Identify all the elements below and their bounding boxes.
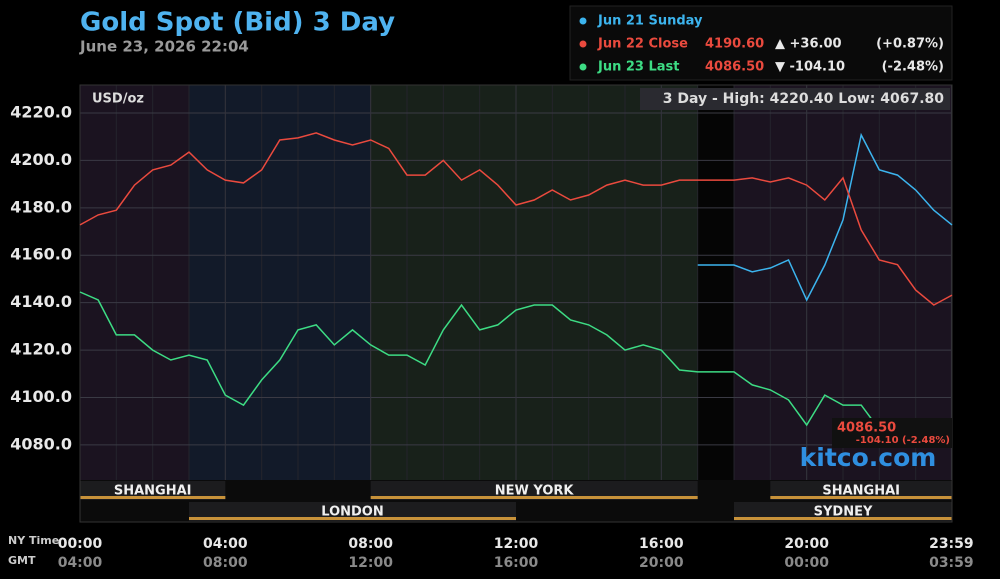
- series-line: [79, 291, 880, 430]
- legend-last: 4086.50: [705, 60, 764, 75]
- chart-title: Gold Spot (Bid) 3 Day: [80, 8, 395, 38]
- y-tick-label: 4120.0: [10, 340, 72, 359]
- session-line: [734, 517, 952, 520]
- session-label: NEW YORK: [495, 484, 575, 499]
- session-bar: [770, 481, 952, 500]
- x-tick-label-gmt: 12:00: [348, 555, 393, 571]
- x-tick-label: 04:00: [203, 536, 248, 552]
- legend-pct: (-2.48%): [882, 60, 944, 75]
- x-tick-label-gmt: 03:59: [929, 555, 974, 571]
- session-label: SHANGHAI: [114, 484, 192, 499]
- legend-marker: [579, 40, 587, 48]
- x-tick-label: 08:00: [348, 536, 393, 552]
- legend-marker: [579, 63, 587, 71]
- session-shade: [697, 85, 734, 480]
- brand: kitco.com: [800, 443, 937, 472]
- y-tick-label: 4140.0: [10, 292, 72, 311]
- session-label: LONDON: [321, 505, 383, 520]
- legend-label: Jun 21 Sunday: [597, 14, 703, 29]
- y-tick-label: 4160.0: [10, 245, 72, 264]
- last-change-label: -104.10 (-2.48%): [856, 435, 950, 446]
- session-shade: [80, 85, 189, 480]
- legend-last: 4190.60: [705, 37, 764, 52]
- session-line: [370, 496, 698, 499]
- x-tick-label-gmt: 20:00: [639, 555, 684, 571]
- session-shade: [189, 85, 371, 480]
- legend-label: Jun 22 Close: [597, 37, 688, 52]
- x-tick-label: 12:00: [494, 536, 539, 552]
- session-label: SYDNEY: [814, 505, 873, 520]
- session-line: [80, 496, 226, 499]
- session-bar: [734, 502, 952, 521]
- unit-label: USD/oz: [92, 92, 144, 107]
- session-bar: [370, 481, 698, 500]
- session-shade: [370, 85, 698, 480]
- x-tick-label: 20:00: [784, 536, 829, 552]
- session-line: [189, 517, 516, 520]
- session-line: [770, 496, 952, 499]
- series-line: [79, 132, 953, 306]
- legend-change: ▲ +36.00: [775, 37, 842, 52]
- range-info: 3 Day - High: 4220.40 Low: 4067.80: [663, 91, 945, 107]
- session-label: SHANGHAI: [822, 484, 900, 499]
- plot-border: [79, 84, 953, 523]
- x-tick-label: 00:00: [58, 536, 103, 552]
- x-tick-label: 23:59: [929, 536, 974, 552]
- x-row-label: NY Time: [8, 534, 59, 547]
- session-bar: [80, 481, 226, 500]
- legend-change: ▼ -104.10: [775, 60, 845, 75]
- x-tick-label-gmt: 08:00: [203, 555, 248, 571]
- x-tick-label-gmt: 00:00: [784, 555, 829, 571]
- x-tick-label: 16:00: [639, 536, 684, 552]
- x-tick-label-gmt: 16:00: [494, 555, 539, 571]
- range-box: [640, 88, 950, 110]
- chart-subtitle: June 23, 2026 22:04: [79, 38, 249, 56]
- y-tick-label: 4100.0: [10, 387, 72, 406]
- last-box: [832, 418, 952, 448]
- y-tick-label: 4200.0: [10, 150, 72, 169]
- legend-pct: (+0.87%): [876, 37, 944, 52]
- series-line: [697, 132, 953, 302]
- last-label: 4086.50: [837, 421, 896, 436]
- legend-box: [569, 5, 953, 81]
- y-tick-label: 4220.0: [10, 102, 72, 121]
- x-tick-label-gmt: 04:00: [58, 555, 103, 571]
- x-row-label: GMT: [8, 554, 36, 567]
- legend-label: Jun 23 Last: [597, 60, 680, 75]
- session-bar: [189, 502, 516, 521]
- legend-marker: [579, 17, 587, 25]
- y-tick-label: 4080.0: [10, 434, 72, 453]
- y-tick-label: 4180.0: [10, 197, 72, 216]
